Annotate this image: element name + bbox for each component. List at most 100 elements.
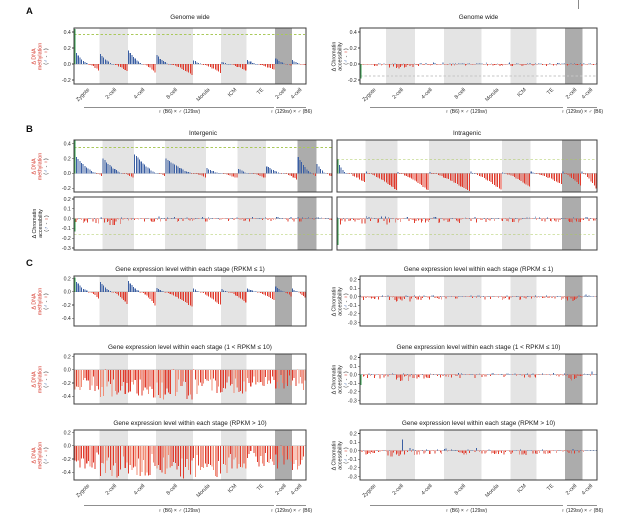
stage-band (443, 430, 482, 480)
bars-4-cell (582, 62, 597, 65)
bars-zygote (74, 445, 100, 469)
plot-border (73, 429, 307, 481)
bars-8-cell (156, 288, 193, 307)
y-axis-label-chromatin-accessibility: Δ Chromatin accessibility (♂ - ♀) (332, 15, 351, 99)
bars-4-cell (292, 445, 306, 470)
bars-morula (193, 445, 221, 477)
bars-4-cell (128, 369, 156, 398)
bars-zygote (74, 155, 102, 176)
bars-2-cell (275, 445, 292, 469)
stage-band (428, 140, 471, 192)
chart-title: Gene expression level within each stage … (401, 420, 556, 427)
stage-label: 4-cell (133, 483, 146, 496)
y-tick-label: -0.3 (348, 474, 357, 480)
cross-axis-line (567, 505, 597, 506)
stage-band (102, 197, 134, 250)
bars-2-cell (386, 448, 415, 457)
bars-zygote (360, 373, 386, 379)
stage-band (221, 28, 247, 84)
stage-band (102, 140, 134, 192)
plot-C-right-rpkm-1-to-10-chromatin-accessibility: 0.2 0.1 0.0 -0.1 -0.2 -0.3 (348, 353, 598, 405)
stage-label: Morula (484, 483, 500, 499)
bars-4-cell (292, 369, 306, 390)
stage-label: Zygote (362, 483, 378, 499)
cross-label-reciprocal: ♀ (129sv) × ♂ (B6) (269, 109, 313, 115)
bars-4-cell (415, 449, 444, 455)
bars-2-cell (365, 216, 397, 225)
y-tick-label: 0.0 (350, 372, 357, 378)
stage-band (501, 197, 531, 250)
bars-8-cell (429, 171, 470, 191)
y-tick-label: 0.0 (64, 444, 71, 450)
cross-label-reciprocal: ♀ (129sv) × ♂ (B6) (560, 508, 604, 514)
stage-label: 2-cell (565, 483, 578, 496)
bars-icm (510, 63, 537, 67)
bars-zygote (337, 217, 366, 225)
y-tick-label: 0.0 (64, 216, 71, 222)
bars-zygote (360, 295, 386, 300)
bars-2-cell (562, 171, 581, 186)
bars-2-cell (102, 217, 134, 226)
plot-C-right-rpkm-le-1-chromatin-accessibility: 0.2 0.1 0.0 -0.1 -0.2 -0.3 (348, 275, 598, 327)
y-tick-label: 0.2 (64, 276, 71, 282)
bars-2-cell (275, 369, 292, 389)
y-axis-label-dna-methylation: Δ DNA methylation (♂ - ♀) (32, 263, 51, 341)
y-tick-label: 0.0 (64, 171, 71, 177)
stage-band (510, 430, 537, 480)
stage-band (565, 430, 583, 480)
bars-2-cell (275, 286, 292, 297)
bars-te (536, 63, 565, 66)
stage-band (165, 140, 207, 192)
plot-border (359, 429, 598, 481)
stage-band (165, 197, 207, 250)
control-edge-bar (74, 140, 76, 174)
y-tick-label: -0.2 (348, 78, 357, 84)
bars-icm (502, 172, 531, 187)
y-tick-label: -0.4 (62, 394, 71, 400)
control-edge-bar (360, 374, 362, 386)
chart-title: Gene expression level within each stage … (403, 266, 554, 273)
bars-2-cell (565, 449, 583, 454)
stage-label: Zygote (362, 87, 378, 103)
bars-morula (193, 369, 221, 394)
plot-border (359, 353, 598, 405)
bars-4-cell (582, 449, 597, 453)
bars-2-cell (565, 63, 583, 66)
cross-label-reciprocal: ♀ (129sv) × ♂ (B6) (269, 508, 313, 514)
bars-8-cell (429, 216, 470, 224)
chart-title: Gene expression level within each stage … (396, 344, 561, 351)
bars-te (266, 166, 298, 180)
bars-icm (510, 449, 537, 455)
bars-4-cell (581, 171, 597, 189)
sex-difference-label: (♂ - ♀) (43, 447, 50, 464)
bars-4-cell (134, 154, 165, 176)
bars-4-cell (128, 445, 156, 477)
control-edge-bar (74, 277, 76, 292)
bars-zygote (74, 280, 100, 299)
y-tick-label: -0.2 (62, 457, 71, 463)
y-tick-label: 0.0 (350, 62, 357, 68)
bars-morula (481, 62, 511, 66)
y-tick-label: 0.2 (64, 46, 71, 52)
panel-label-b: B (26, 124, 33, 135)
bars-icm (221, 369, 247, 394)
stage-label: 8-cell (165, 87, 178, 100)
plot-border (359, 275, 598, 327)
stage-band (510, 276, 537, 326)
stage-band (237, 140, 266, 192)
y-tick-label: -0.2 (62, 381, 71, 387)
sex-difference-label: (♂ - ♀) (343, 293, 350, 310)
bars-8-cell (156, 369, 193, 400)
chart-title: Gene expression level within each stage … (108, 344, 272, 351)
bars-8-cell (156, 445, 193, 479)
y-tick-label: 0.0 (350, 294, 357, 300)
control-edge-bar (337, 218, 339, 246)
bars-te (246, 60, 275, 70)
plot-border (73, 139, 333, 193)
bars-2-cell (386, 63, 415, 69)
stage-label: Zygote (75, 483, 91, 499)
bars-te (246, 369, 275, 387)
y-tick-label: 0.2 (350, 277, 357, 283)
plot-B-right-intragenic-chromatin-accessibility (336, 196, 598, 251)
